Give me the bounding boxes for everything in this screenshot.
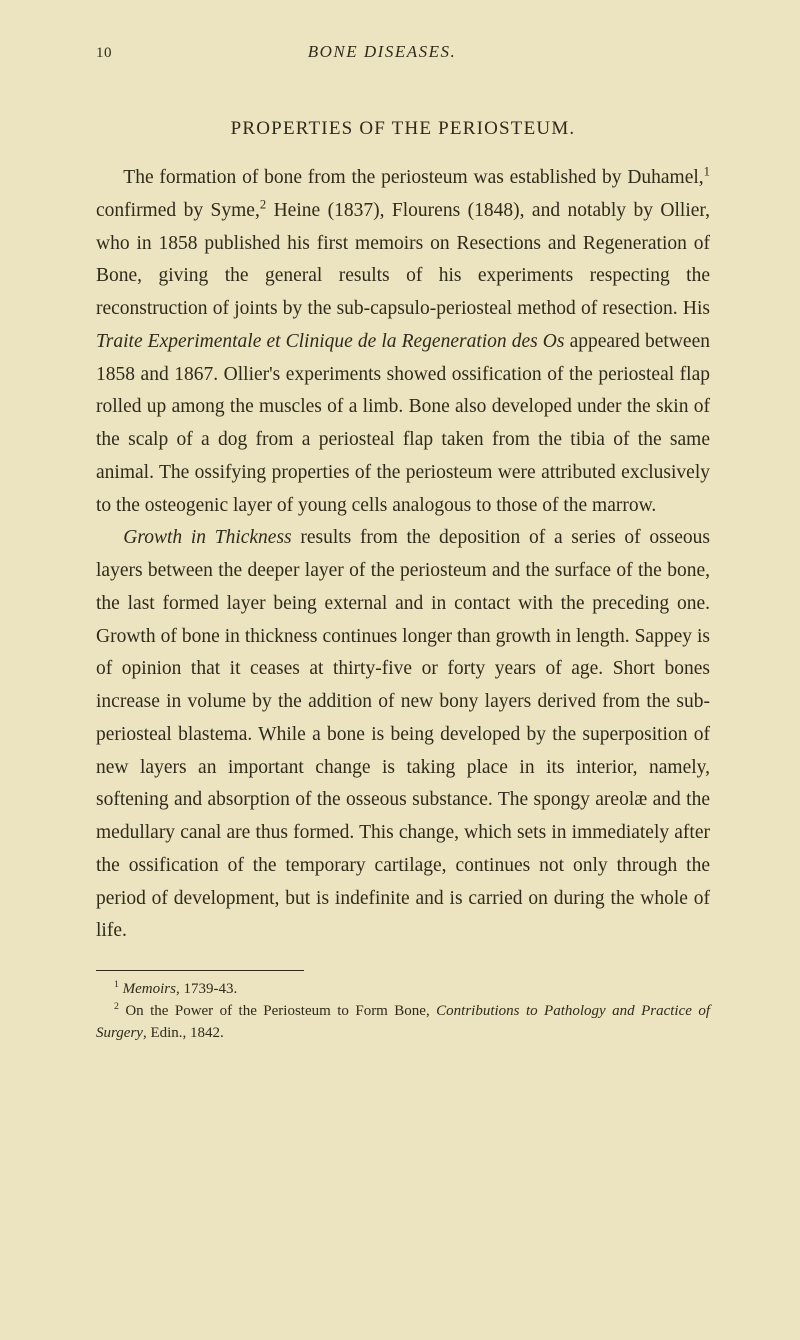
footnote-rule bbox=[96, 970, 304, 971]
footnote-2-text-a: On the Power of the Periosteum to Form B… bbox=[119, 1003, 436, 1019]
p2-italic: Growth in Thickness bbox=[123, 527, 291, 548]
footnotes: 1 Memoirs, 1739-43. 2 On the Power of th… bbox=[96, 979, 710, 1044]
p1-text-b: confirmed by Syme, bbox=[96, 200, 260, 221]
p2-text-a: results from the deposition of a series … bbox=[96, 527, 710, 941]
body-text: The formation of bone from the periosteu… bbox=[96, 162, 710, 948]
page-number: 10 bbox=[96, 45, 112, 62]
p1-italic: Traite Experimentale et Clinique de la R… bbox=[96, 331, 564, 352]
running-head: 10 BONE DISEASES. bbox=[96, 42, 710, 62]
footnote-1: 1 Memoirs, 1739-43. bbox=[96, 979, 710, 1001]
p1-text-a: The formation of bone from the periosteu… bbox=[123, 167, 703, 188]
footnote-ref-1: 1 bbox=[704, 165, 710, 179]
footnote-1-text: , 1739-43. bbox=[176, 981, 237, 997]
page: 10 BONE DISEASES. PROPERTIES OF THE PERI… bbox=[0, 0, 800, 1340]
p1-text-d: appeared between 1858 and 1867. Ollier's… bbox=[96, 331, 710, 516]
footnote-1-italic: Memoirs bbox=[119, 981, 176, 997]
paragraph-2: Growth in Thickness results from the dep… bbox=[96, 522, 710, 948]
footnote-2: 2 On the Power of the Periosteum to Form… bbox=[96, 1001, 710, 1045]
running-title: BONE DISEASES. bbox=[308, 42, 456, 62]
paragraph-1: The formation of bone from the periosteu… bbox=[96, 162, 710, 522]
footnote-2-text-b: , Edin., 1842. bbox=[143, 1025, 224, 1041]
section-title: PROPERTIES OF THE PERIOSTEUM. bbox=[96, 118, 710, 140]
